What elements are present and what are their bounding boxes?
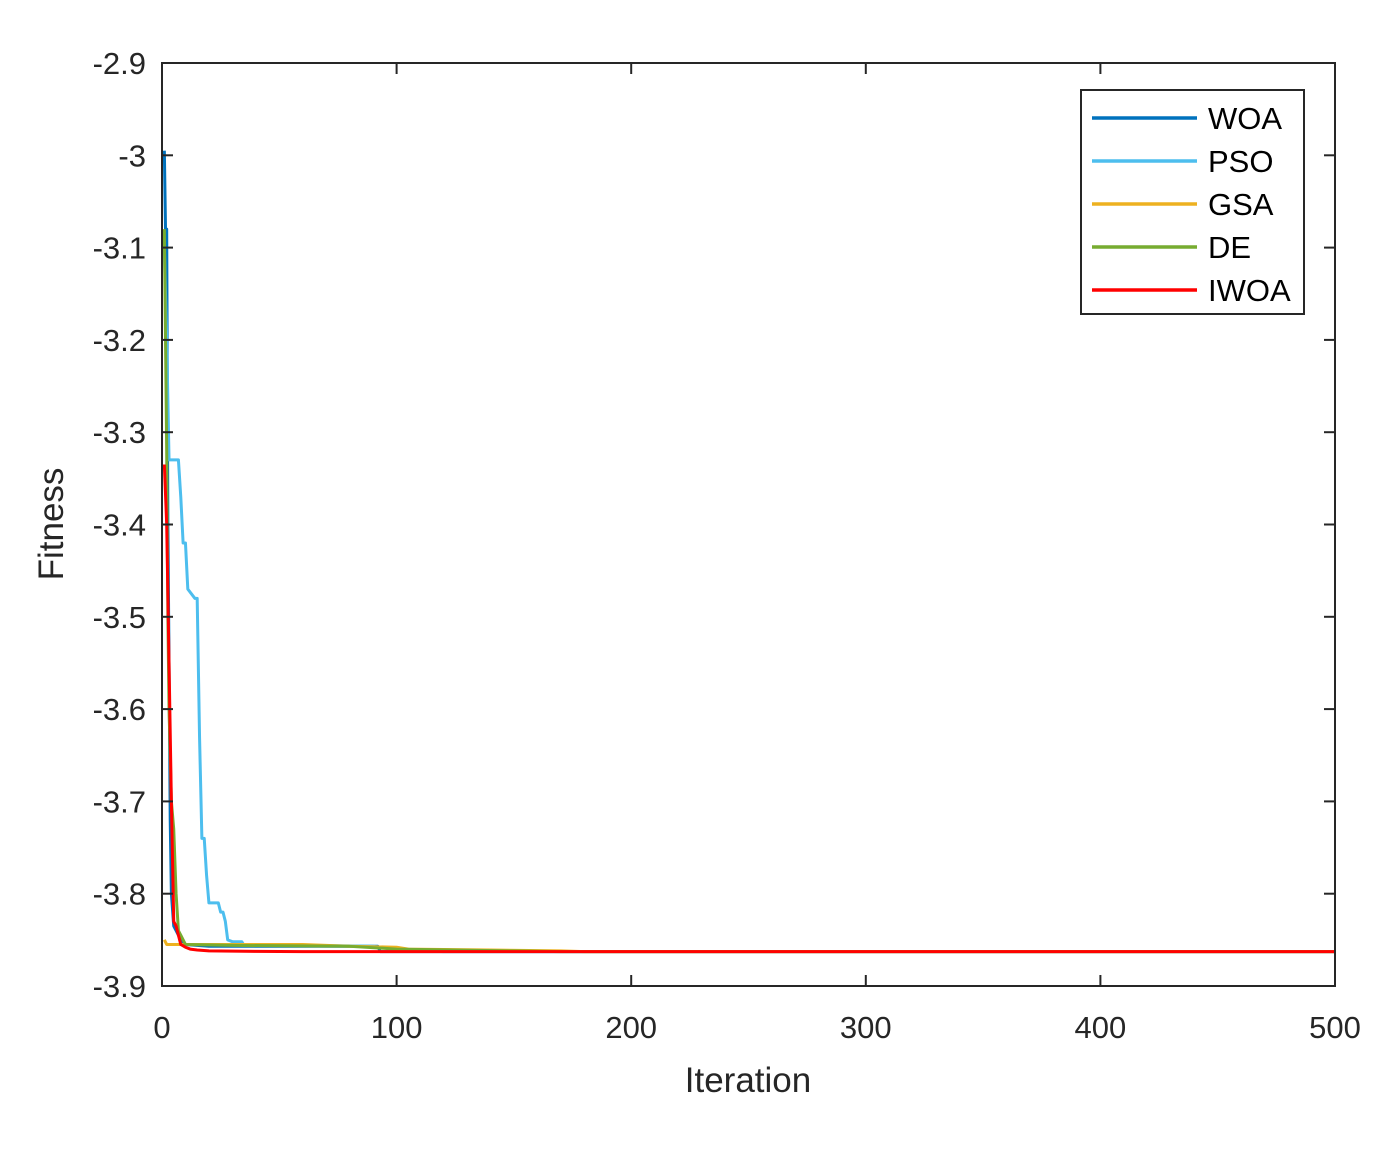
legend-label-woa: WOA	[1208, 101, 1282, 136]
x-tick-label: 200	[605, 1010, 657, 1045]
legend: WOA PSO GSA DE IWOA	[1080, 89, 1305, 315]
legend-label-pso: PSO	[1208, 144, 1273, 179]
legend-box	[1080, 89, 1305, 315]
x-tick-label: 100	[371, 1010, 423, 1045]
y-tick-labels: -3.9 -3.8 -3.7 -3.6 -3.5 -3.4 -3.3 -3.2 -3.1 -3 -2…	[93, 46, 146, 1004]
y-tick-label: -3.7	[93, 784, 146, 819]
y-tick-label: -3.5	[93, 600, 146, 635]
x-tick-label: 0	[153, 1010, 170, 1045]
ticks-layer	[161, 62, 1336, 987]
legend-label-gsa: GSA	[1208, 187, 1274, 222]
x-tick-label: 400	[1075, 1010, 1127, 1045]
y-tick-label: -3.4	[93, 508, 146, 543]
y-tick-label: -3.8	[93, 877, 146, 912]
legend-label-iwoa: IWOA	[1208, 273, 1291, 308]
y-axis-label: Fitness	[32, 468, 71, 581]
x-tick-labels: 0 100 200 300 400 500	[153, 1010, 1360, 1045]
x-axis-label: Iteration	[685, 1061, 811, 1100]
legend-label-de: DE	[1208, 230, 1251, 265]
x-tick-label: 300	[840, 1010, 892, 1045]
legend-items: WOA PSO GSA DE IWOA	[1092, 101, 1291, 308]
y-tick-label: -2.9	[93, 46, 146, 81]
y-tick-label: -3	[118, 138, 146, 173]
y-tick-label: -3.6	[93, 692, 146, 727]
y-tick-label: -3.3	[93, 415, 146, 450]
y-tick-label: -3.2	[93, 323, 146, 358]
x-tick-label: 500	[1309, 1010, 1361, 1045]
y-tick-label: -3.9	[93, 969, 146, 1004]
y-tick-label: -3.1	[93, 231, 146, 266]
